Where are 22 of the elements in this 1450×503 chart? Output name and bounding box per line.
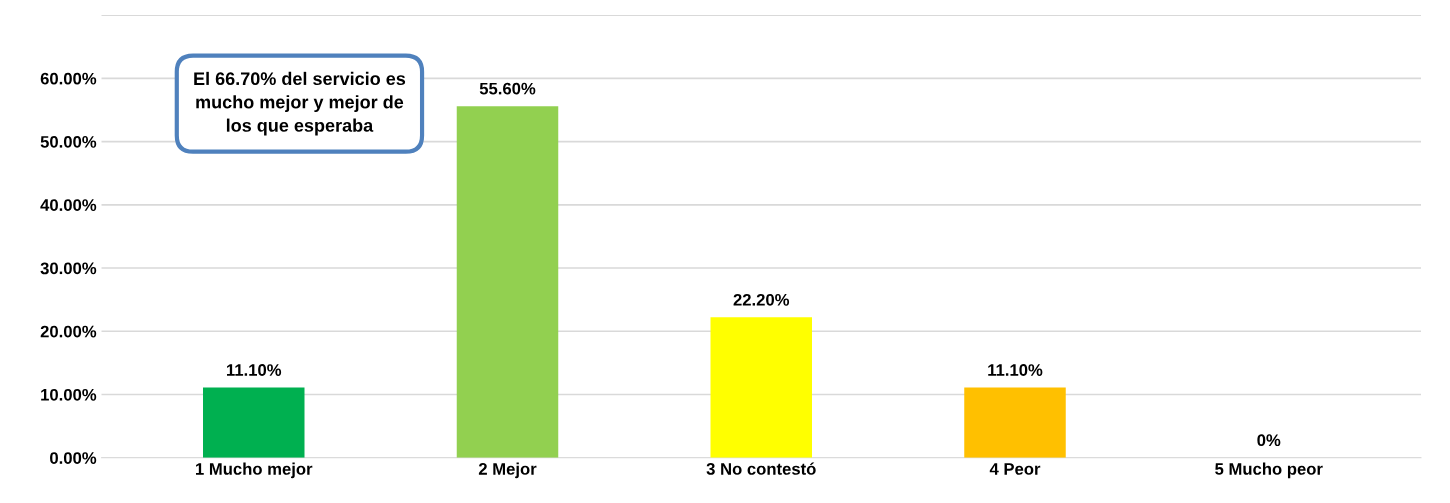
annotation: El 66.70% del servicio es mucho mejor y mejor de los que esperaba: [194, 71, 406, 136]
bar: [964, 387, 1066, 458]
y-tick-label: 10.00%: [41, 388, 97, 401]
x-tick-label: 3 No contestó: [706, 462, 816, 475]
data-label: 11.10%: [227, 364, 282, 376]
x-tick-label: 1 Mucho mejor: [196, 462, 313, 479]
y-tick-label: 20.00%: [40, 325, 97, 338]
data-label: 11.10%: [988, 364, 1043, 376]
y-tick-label: 0.00%: [50, 452, 97, 464]
x-tick-label: 2 Mejor: [478, 462, 537, 479]
y-tick-label: 60.00%: [40, 72, 97, 85]
bar: [710, 317, 812, 458]
bar: [203, 387, 305, 458]
y-tick-label: 30.00%: [40, 262, 97, 275]
x-tick-label: 4 Peor: [989, 463, 1041, 475]
y-tick-label: 40.00%: [40, 199, 97, 211]
y-tick-label: 50.00%: [40, 135, 97, 148]
x-tick-label: 5 Mucho peor: [1215, 462, 1323, 479]
data-label: 22.20%: [733, 293, 790, 306]
bar: [456, 106, 559, 458]
data-label: 55.60%: [479, 82, 536, 95]
data-label: 0%: [1257, 434, 1281, 447]
